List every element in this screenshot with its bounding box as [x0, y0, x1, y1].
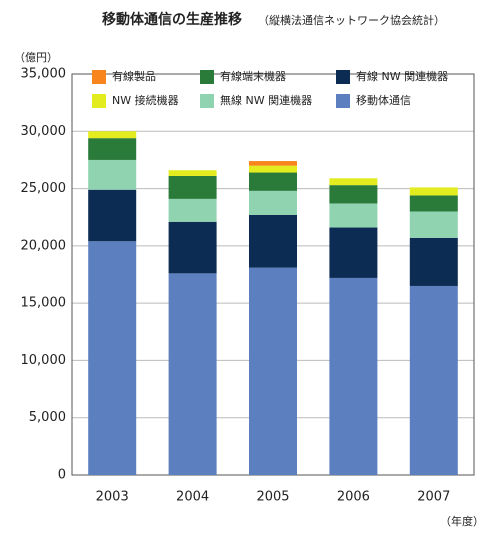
- legend-label: 有線 NW 関連機器: [356, 69, 448, 83]
- bar-segment: [249, 172, 297, 191]
- x-tick-label: 2003: [96, 490, 129, 505]
- bar-segment: [329, 185, 378, 204]
- legend-swatch: [200, 70, 214, 84]
- y-tick-label: 25,000: [21, 181, 67, 196]
- bar-segment: [409, 187, 458, 196]
- legend-swatch: [92, 94, 106, 108]
- bar-segment: [409, 237, 458, 286]
- legend-label: 移動体通信: [356, 93, 411, 107]
- y-tick-label: 10,000: [21, 353, 67, 368]
- bar-segment: [329, 277, 378, 475]
- chart-title: 移動体通信の生産推移: [102, 11, 242, 28]
- bar-segment: [409, 211, 458, 238]
- x-tick-label: 2005: [256, 490, 289, 505]
- y-axis-label: （億円）: [14, 51, 58, 64]
- legend-swatch: [336, 94, 350, 108]
- y-tick-label: 15,000: [21, 296, 67, 311]
- bar-segment: [249, 214, 297, 268]
- x-axis-label: （年度）: [440, 514, 484, 528]
- legend-label: 無線 NW 関連機器: [220, 93, 312, 107]
- y-tick-label: 20,000: [21, 238, 67, 253]
- bar-segment: [88, 131, 137, 139]
- bar-segment: [329, 178, 378, 186]
- legend-swatch: [336, 70, 350, 84]
- y-tick-label: 30,000: [21, 124, 67, 139]
- legend-swatch: [92, 70, 106, 84]
- bar-segment: [168, 273, 217, 475]
- chart-subtitle: （縦横法通信ネットワーク協会統計）: [258, 13, 445, 27]
- bar-segment: [88, 159, 137, 190]
- bar-segment: [409, 195, 458, 212]
- bar-segment: [329, 227, 378, 278]
- bar-segment: [168, 175, 217, 199]
- legend-label: 有線製品: [112, 69, 156, 83]
- bar-segment: [249, 190, 297, 215]
- bar-segment: [88, 138, 137, 160]
- y-tick-label: 0: [58, 468, 66, 483]
- y-tick-label: 35,000: [21, 67, 67, 82]
- bar-segment: [168, 170, 217, 176]
- legend-label: 有線端末機器: [220, 69, 286, 83]
- legend-label: NW 接続機器: [112, 93, 179, 107]
- x-tick-label: 2006: [337, 490, 370, 505]
- bar-segment: [409, 285, 458, 475]
- bar-segment: [88, 241, 137, 475]
- y-tick-label: 5,000: [29, 410, 66, 425]
- bar-segment: [249, 267, 297, 475]
- bar-segment: [249, 165, 297, 173]
- bar-segment: [168, 198, 217, 222]
- x-tick-label: 2007: [417, 490, 450, 505]
- x-tick-label: 2004: [176, 490, 209, 505]
- bar-segment: [88, 189, 137, 242]
- bar-segment: [249, 161, 297, 166]
- bar-segment: [168, 221, 217, 274]
- bar-segment: [329, 203, 378, 228]
- legend-swatch: [200, 94, 214, 108]
